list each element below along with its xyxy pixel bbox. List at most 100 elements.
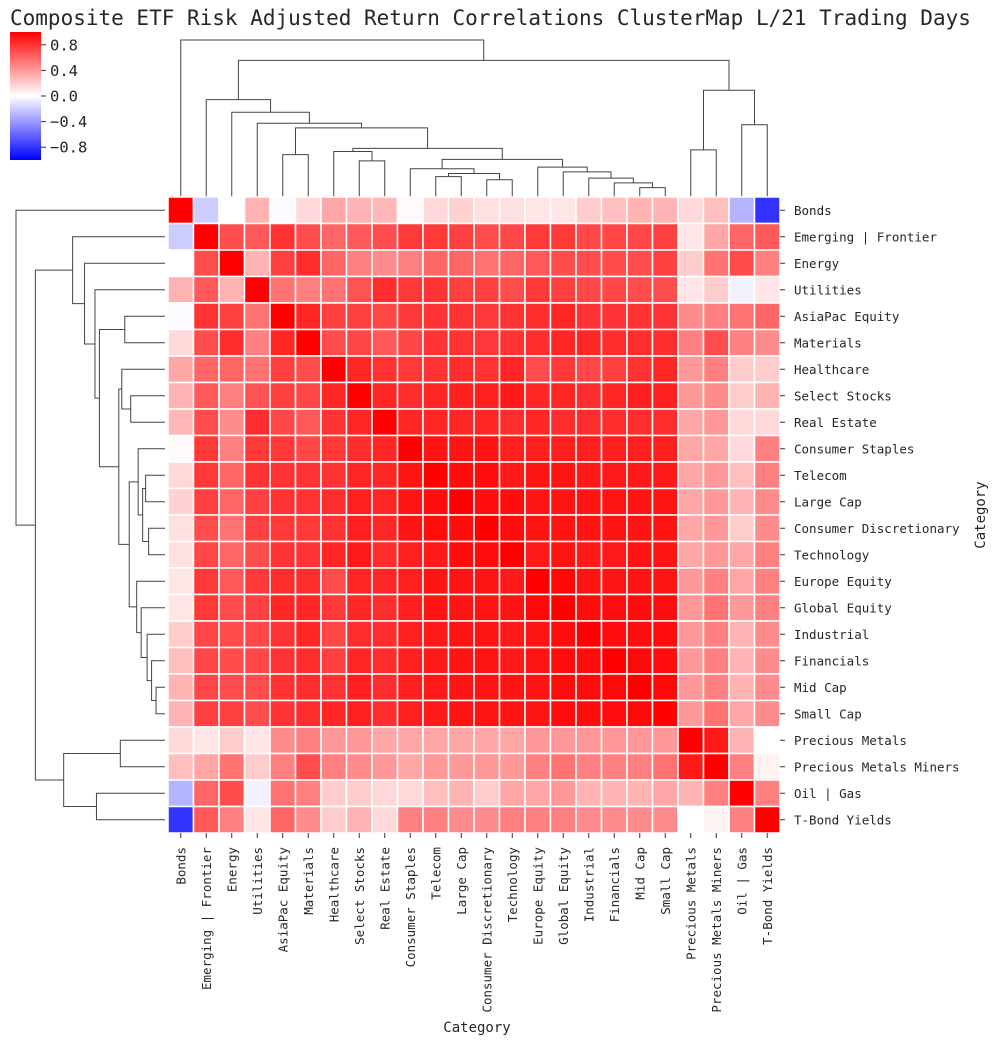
heatmap-cell [447,726,475,755]
row-label: Technology [794,547,870,562]
heatmap-cell [447,461,475,490]
heatmap-cell [345,514,373,543]
heatmap-cell [626,196,654,225]
heatmap-cell [422,302,450,331]
heatmap-cell [396,328,424,357]
heatmap-cell [167,540,195,569]
heatmap-cell [626,673,654,702]
heatmap-cell [651,673,679,702]
heatmap-cell [243,805,271,834]
heatmap-cell [345,355,373,384]
heatmap-cell [473,434,501,463]
heatmap-cell [651,805,679,834]
heatmap-cell [396,726,424,755]
heatmap-cell [320,196,348,225]
heatmap-cell [498,408,526,437]
heatmap-cell [396,673,424,702]
heatmap-cell [269,620,297,649]
heatmap-cell [498,699,526,728]
heatmap-cell [473,620,501,649]
heatmap-cell [345,196,373,225]
heatmap-cell [294,196,322,225]
heatmap-cell [728,646,756,675]
column-label: Europe Equity [530,847,545,945]
heatmap-cell [498,249,526,278]
heatmap-cell [371,487,399,516]
heatmap-cell [575,699,603,728]
heatmap-cell [753,196,781,225]
heatmap-cell [651,726,679,755]
heatmap-cell [524,249,552,278]
heatmap-cell [626,646,654,675]
heatmap-cell [473,249,501,278]
column-label: Industrial [581,847,596,922]
column-label: Precious Metals [683,847,698,960]
heatmap-cell [167,302,195,331]
heatmap-cell [320,487,348,516]
heatmap-cell [243,593,271,622]
heatmap-cell [549,514,577,543]
heatmap-cell [549,302,577,331]
heatmap-cell [345,302,373,331]
heatmap-cell [422,408,450,437]
heatmap-cell [345,805,373,834]
heatmap-cell [728,752,756,781]
heatmap-cell [626,726,654,755]
heatmap-cell [677,222,705,251]
heatmap-cell [192,381,220,410]
heatmap-cell [396,196,424,225]
heatmap-cell [702,381,730,410]
heatmap-cell [600,805,628,834]
dendrogram-link [148,527,165,556]
heatmap-cell [651,487,679,516]
dendrogram-link [145,474,165,503]
dendrogram-link [146,633,165,682]
heatmap-cell [753,779,781,808]
heatmap-cell [702,514,730,543]
heatmap-cell [524,752,552,781]
heatmap-cell [218,752,246,781]
heatmap-cell [626,275,654,304]
column-label: Large Cap [454,847,469,915]
heatmap-cell [294,752,322,781]
heatmap-cell [294,567,322,596]
heatmap-cell [728,381,756,410]
heatmap-cell [524,646,552,675]
dendrogram-link [151,660,165,701]
heatmap-cell [677,487,705,516]
heatmap-cell [422,222,450,251]
dendrogram-link [180,39,485,197]
heatmap-cell [600,487,628,516]
heatmap-cell [549,646,577,675]
colorbar: 0.8 0.4 0.0 −0.4 −0.8 [10,32,87,160]
heatmap-cell [600,540,628,569]
heatmap-cell [320,408,348,437]
column-label: Energy [224,847,239,893]
heatmap-cell [269,461,297,490]
heatmap-cell [524,779,552,808]
heatmap-cell [447,381,475,410]
heatmap-cell [396,567,424,596]
heatmap-cell [269,487,297,516]
heatmap-cell [728,461,756,490]
heatmap-cell [371,408,399,437]
heatmap-cell [422,752,450,781]
heatmap-cell [371,540,399,569]
heatmap-cell [498,434,526,463]
heatmap-cell [218,514,246,543]
heatmap-cell [524,593,552,622]
heatmap-cell [626,514,654,543]
heatmap-cell [702,673,730,702]
row-label: Precious Metals Miners [794,759,960,774]
heatmap-cell [447,805,475,834]
heatmap-cell [473,673,501,702]
colorbar-tick-label: −0.8 [50,139,87,157]
heatmap-cell [218,249,246,278]
heatmap-cell [447,514,475,543]
heatmap-cell [753,328,781,357]
heatmap-cell [167,461,195,490]
heatmap-cell [549,779,577,808]
dendrogram-link [155,686,165,715]
heatmap-cell [626,752,654,781]
heatmap-cell [524,302,552,331]
